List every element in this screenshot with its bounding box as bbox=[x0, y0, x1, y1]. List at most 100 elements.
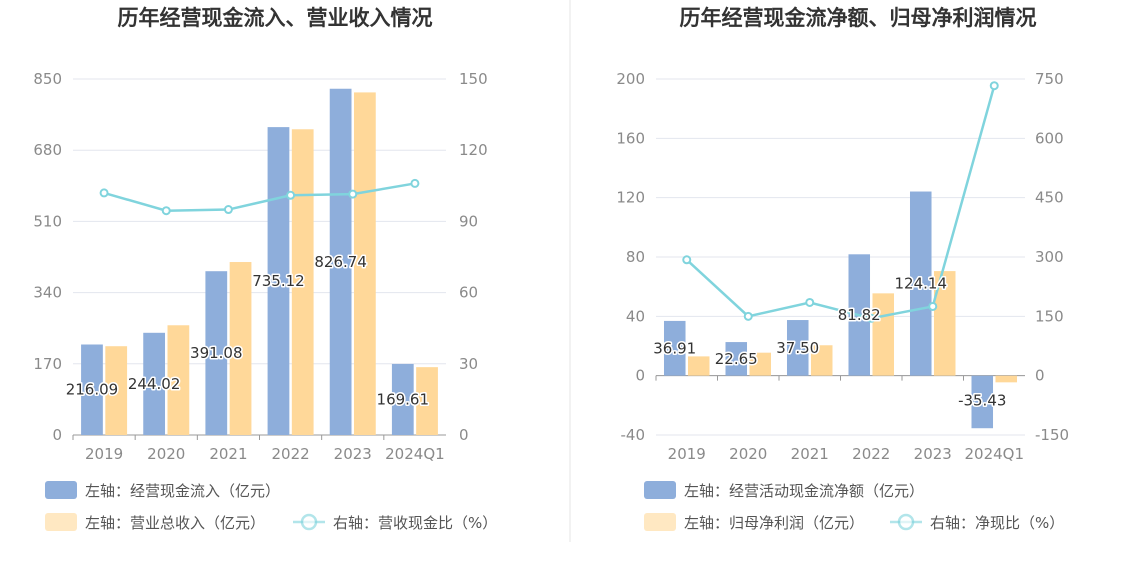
bar-secondary-2020[interactable] bbox=[749, 352, 772, 376]
x-tick-label-2019: 2019 bbox=[668, 445, 706, 463]
ratio-point-2023[interactable] bbox=[928, 301, 938, 311]
x-tick-label-2022: 2022 bbox=[852, 445, 890, 463]
y-left-tick-label: 200 bbox=[616, 70, 645, 88]
legend-label-ratio[interactable]: 右轴：营收现金比（%） bbox=[333, 514, 497, 532]
x-tick-label-2021: 2021 bbox=[791, 445, 829, 463]
bar-secondary-2023[interactable] bbox=[353, 92, 376, 436]
legend-label-revenue[interactable]: 左轴：营业总收入（亿元） bbox=[85, 514, 265, 532]
chart-right-data-labels: 36.91 22.65 37.50 81.82 124.14 -35.43 bbox=[652, 273, 1008, 411]
data-label-2020: 244.02 bbox=[128, 375, 181, 393]
bar-secondary-2021[interactable] bbox=[229, 262, 252, 435]
bar-secondary-2024q1[interactable] bbox=[416, 367, 438, 435]
ratio-point-2024q1[interactable] bbox=[410, 178, 420, 188]
legend-swatch-revenue[interactable] bbox=[45, 513, 77, 531]
y-left-tick-label: 80 bbox=[626, 248, 645, 266]
data-label-2024q1: 169.61 bbox=[377, 390, 430, 408]
y-right-tick-label: 450 bbox=[1035, 189, 1064, 207]
legend-label-ratio[interactable]: 右轴：净现比（%） bbox=[930, 514, 1064, 532]
y-left-tick-label: 680 bbox=[33, 141, 62, 159]
ratio-point-2020[interactable] bbox=[743, 311, 753, 321]
ratio-point-2019[interactable] bbox=[682, 255, 692, 265]
chart-left-bars bbox=[81, 88, 438, 436]
chart-left-line bbox=[99, 178, 420, 216]
bar-primary-2020[interactable] bbox=[143, 332, 166, 435]
ratio-point-2019[interactable] bbox=[99, 188, 109, 198]
data-label-2020: 22.65 bbox=[715, 350, 758, 368]
bar-secondary-2020[interactable] bbox=[167, 325, 190, 435]
data-label-2019: 36.91 bbox=[653, 339, 696, 357]
legend-label-net-profit[interactable]: 左轴：归母净利润（亿元） bbox=[684, 514, 864, 532]
ratio-point-2023[interactable] bbox=[348, 189, 358, 199]
bar-primary-2021[interactable] bbox=[786, 320, 809, 376]
x-tick-label-2023: 2023 bbox=[914, 445, 952, 463]
legend-label-cash-inflow[interactable]: 左轴：经营现金流入（亿元） bbox=[85, 482, 280, 500]
data-label-2019: 216.09 bbox=[66, 381, 119, 399]
x-tick-label-2020: 2020 bbox=[729, 445, 767, 463]
y-right-tick-label: 600 bbox=[1035, 129, 1064, 147]
y-right-tick-label: 0 bbox=[1035, 367, 1045, 385]
bar-secondary-2021[interactable] bbox=[810, 345, 833, 376]
chart-right-grid: -40 0 40 80 120 160 200 -150 0 150 300 450 600 750 201… bbox=[616, 70, 1069, 463]
y-left-tick-label: 40 bbox=[626, 307, 645, 325]
chart-left: 历年经营现金流入、营业收入情况 0 170 340 510 680 850 0 30 60 90 1… bbox=[33, 6, 497, 532]
y-right-tick-label: 300 bbox=[1035, 248, 1064, 266]
data-label-2021: 37.50 bbox=[776, 339, 819, 357]
bar-secondary-2023[interactable] bbox=[933, 271, 956, 376]
y-left-tick-label: 120 bbox=[616, 189, 645, 207]
legend-label-net-cash-flow[interactable]: 左轴：经营活动现金流净额（亿元） bbox=[684, 482, 924, 500]
y-left-tick-label: 850 bbox=[33, 70, 62, 88]
bar-primary-2020[interactable] bbox=[725, 342, 748, 376]
chart-left-legend: 左轴：经营现金流入（亿元） 左轴：营业总收入（亿元） 右轴：营收现金比（%） bbox=[45, 481, 497, 532]
ratio-point-2021[interactable] bbox=[223, 205, 233, 215]
bar-primary-2024q1[interactable] bbox=[971, 375, 994, 429]
chart-right-line bbox=[682, 81, 999, 323]
legend-swatch-cash-inflow[interactable] bbox=[45, 481, 77, 499]
bar-primary-2019[interactable] bbox=[663, 320, 686, 376]
bar-primary-2021[interactable] bbox=[205, 271, 228, 435]
x-tick-label-2020: 2020 bbox=[147, 445, 185, 463]
legend-marker-ratio[interactable] bbox=[300, 513, 318, 531]
legend-marker-ratio[interactable] bbox=[897, 513, 915, 531]
bar-primary-2023[interactable] bbox=[329, 88, 352, 436]
legend-swatch-net-cash-flow[interactable] bbox=[644, 481, 676, 499]
bar-secondary-2022[interactable] bbox=[291, 129, 314, 435]
legend-swatch-net-profit[interactable] bbox=[644, 513, 676, 531]
data-label-2023: 826.74 bbox=[314, 253, 367, 271]
bar-secondary-2019[interactable] bbox=[105, 346, 128, 435]
bar-primary-2024q1[interactable] bbox=[391, 363, 414, 435]
bar-primary-2023[interactable] bbox=[909, 191, 932, 376]
y-right-tick-label: 120 bbox=[459, 141, 488, 159]
chart-left-data-labels: 216.09 244.02 391.08 735.12 826.74 169.61 bbox=[64, 251, 430, 410]
y-right-tick-label: 90 bbox=[459, 212, 478, 230]
bar-secondary-2019[interactable] bbox=[687, 356, 710, 376]
x-tick-label-2019: 2019 bbox=[85, 445, 123, 463]
ratio-point-2022[interactable] bbox=[286, 190, 296, 200]
bar-primary-2019[interactable] bbox=[81, 344, 103, 435]
y-left-tick-label: 0 bbox=[635, 367, 645, 385]
data-label-2023: 124.14 bbox=[895, 275, 948, 293]
y-right-tick-label: 30 bbox=[459, 355, 478, 373]
ratio-line bbox=[103, 182, 416, 212]
chart-right: 历年经营现金流净额、归母净利润情况 -40 0 40 80 120 160 200 -150 0… bbox=[616, 6, 1069, 532]
y-right-tick-label: 150 bbox=[1035, 307, 1064, 325]
y-left-tick-label: 0 bbox=[52, 426, 62, 444]
x-tick-label-2021: 2021 bbox=[209, 445, 247, 463]
data-label-2022: 735.12 bbox=[252, 272, 305, 290]
x-tick-label-2024q1: 2024Q1 bbox=[385, 445, 445, 463]
chart-right-legend: 左轴：经营活动现金流净额（亿元） 左轴：归母净利润（亿元） 右轴：净现比（%） bbox=[644, 481, 1064, 532]
ratio-point-2020[interactable] bbox=[161, 206, 171, 216]
ratio-point-2021[interactable] bbox=[805, 297, 815, 307]
bar-primary-2022[interactable] bbox=[267, 127, 290, 436]
chart-left-grid: 0 170 340 510 680 850 0 30 60 90 120 150 2019 2020 202… bbox=[33, 70, 487, 463]
y-right-tick-label: 0 bbox=[459, 426, 469, 444]
ratio-point-2022[interactable] bbox=[866, 313, 876, 323]
x-tick-label-2022: 2022 bbox=[271, 445, 309, 463]
y-right-tick-label: 60 bbox=[459, 284, 478, 302]
ratio-point-2024q1[interactable] bbox=[989, 81, 999, 91]
data-label-2022: 81.82 bbox=[838, 306, 881, 324]
y-left-tick-label: 340 bbox=[33, 284, 62, 302]
chart-right-title: 历年经营现金流净额、归母净利润情况 bbox=[680, 6, 1037, 30]
chart-left-title: 历年经营现金流入、营业收入情况 bbox=[118, 6, 433, 30]
bar-secondary-2024q1[interactable] bbox=[995, 375, 1018, 383]
